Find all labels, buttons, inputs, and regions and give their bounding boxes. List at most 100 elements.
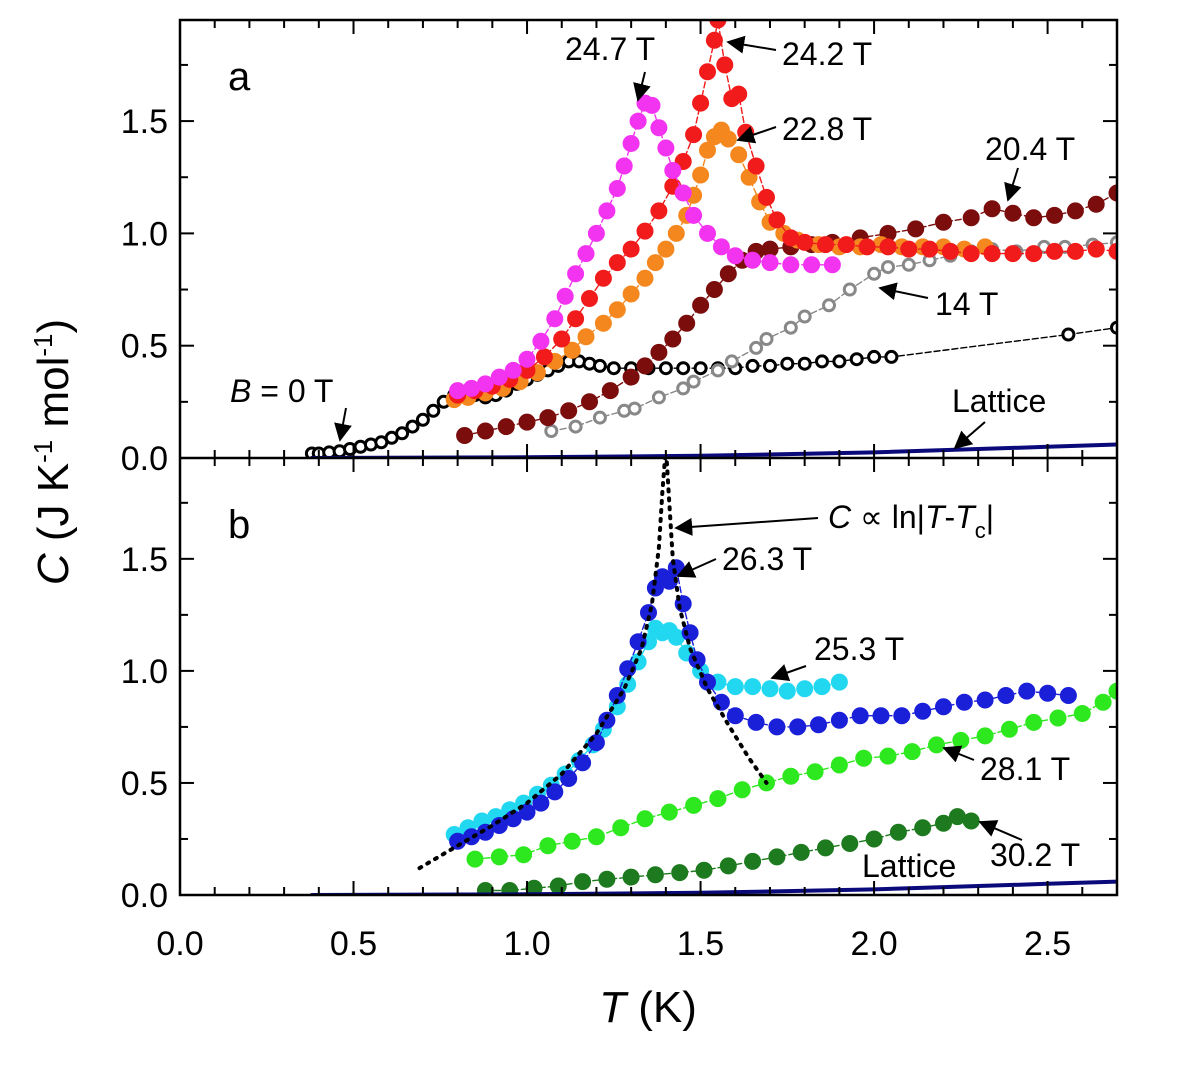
data-point-b-2-0 <box>466 850 484 868</box>
data-point-a-0-32 <box>658 361 673 376</box>
data-point-a-5-28 <box>761 254 779 272</box>
data-point-a-5-12 <box>598 202 616 220</box>
data-point-a-4-9 <box>594 269 612 287</box>
data-point-a-3-22 <box>719 130 737 148</box>
data-point-a-0-43 <box>849 352 864 367</box>
data-point-b-0-26 <box>778 682 796 700</box>
data-point-b-2-4 <box>563 832 581 850</box>
data-point-a-2-29 <box>1025 209 1043 227</box>
data-point-a-5-5 <box>518 350 536 368</box>
data-point-a-4-23 <box>730 85 748 103</box>
annotation-arrow-a-4 <box>878 282 929 301</box>
axes-frame <box>178 18 1119 897</box>
data-point-b-1-36 <box>955 693 973 711</box>
data-point-a-4-13 <box>650 202 668 220</box>
data-point-a-0-47 <box>1110 320 1117 335</box>
data-point-a-5-18 <box>643 96 661 114</box>
data-point-b-2-6 <box>612 819 630 837</box>
data-point-b-3-9 <box>695 861 713 879</box>
data-point-b-1-7 <box>546 783 564 801</box>
data-point-a-2-14 <box>705 281 723 298</box>
series-line-b-4 <box>417 458 769 871</box>
data-point-b-3-10 <box>719 857 737 875</box>
data-point-a-2-32 <box>1087 195 1105 213</box>
data-point-a-5-11 <box>587 224 605 242</box>
annotation-arrow-a-1 <box>726 35 777 54</box>
data-point-a-2-31 <box>1066 202 1084 220</box>
data-point-b-1-41 <box>1059 687 1077 704</box>
annotation-arrow-b-2 <box>770 664 807 682</box>
data-point-b-1-38 <box>997 687 1015 704</box>
data-point-b-3-11 <box>744 852 762 870</box>
data-point-a-2-10 <box>650 343 668 361</box>
series-line-b-5 <box>309 879 1117 895</box>
data-point-a-2-12 <box>678 314 696 332</box>
ytick-label-a-2: 1.0 <box>121 215 168 253</box>
data-point-a-4-7 <box>567 310 585 328</box>
data-point-a-4-44 <box>1108 242 1117 260</box>
data-point-b-2-5 <box>587 828 605 846</box>
annotation-b-3: 28.1 T <box>980 751 1070 787</box>
data-point-a-0-45 <box>884 349 899 364</box>
data-point-b-2-13 <box>782 767 800 785</box>
data-point-b-2-22 <box>1000 720 1018 738</box>
data-point-a-5-30 <box>803 256 821 274</box>
data-point-a-2-2 <box>497 418 515 436</box>
series-line-b-2 <box>474 690 1117 860</box>
data-point-a-2-11 <box>664 330 682 348</box>
data-point-b-3-21 <box>962 812 980 830</box>
data-point-b-1-35 <box>935 698 952 716</box>
annotation-a-4: 14 T <box>935 286 998 322</box>
data-point-a-0-40 <box>797 356 812 371</box>
data-point-b-1-8 <box>560 770 578 787</box>
data-point-a-4-36 <box>941 242 959 260</box>
data-point-a-3-14 <box>657 240 675 258</box>
data-point-b-2-18 <box>903 743 921 761</box>
ytick-label-a-3: 1.5 <box>121 103 168 141</box>
data-point-a-5-27 <box>744 251 762 269</box>
data-point-a-1-18 <box>901 257 916 272</box>
data-point-b-1-10 <box>587 734 605 752</box>
data-point-b-2-10 <box>709 790 727 808</box>
data-point-a-5-2 <box>476 375 494 393</box>
data-point-a-1-6 <box>676 381 691 396</box>
data-point-a-5-6 <box>532 332 550 350</box>
data-point-a-5-31 <box>823 256 841 274</box>
data-point-a-4-33 <box>879 238 897 256</box>
data-point-a-0-44 <box>867 349 882 364</box>
data-point-b-1-37 <box>976 691 994 709</box>
panel-b-series <box>309 458 1117 895</box>
series-line-b-3 <box>484 815 972 892</box>
data-point-a-1-14 <box>822 298 836 313</box>
xtick-label-1: 0.5 <box>330 925 377 963</box>
data-point-a-5-24 <box>699 224 716 242</box>
annotation-a-0: 24.7 T <box>565 31 655 67</box>
xtick-label-5: 2.5 <box>1024 925 1071 963</box>
data-point-a-3-9 <box>594 314 612 332</box>
data-point-a-0-10 <box>405 419 420 434</box>
ytick-label-b-0: 0.0 <box>121 877 168 915</box>
annotation-b-4: 30.2 T <box>990 837 1080 873</box>
data-point-b-3-18 <box>914 819 932 837</box>
data-point-b-3-12 <box>768 848 786 866</box>
data-point-a-4-16 <box>685 126 703 144</box>
annotation-b-5: Lattice <box>862 848 956 884</box>
data-point-a-4-12 <box>636 222 654 240</box>
data-point-a-4-10 <box>608 254 626 272</box>
data-point-b-1-31 <box>851 707 869 725</box>
data-point-a-3-11 <box>622 285 640 303</box>
data-point-b-2-23 <box>1025 713 1043 731</box>
data-point-b-2-25 <box>1073 705 1091 722</box>
data-point-b-1-6 <box>532 794 550 812</box>
data-point-b-3-4 <box>574 873 592 891</box>
data-point-a-2-6 <box>581 393 598 411</box>
data-point-a-4-19 <box>705 31 723 49</box>
data-point-a-5-3 <box>490 368 508 386</box>
data-point-b-3-1 <box>501 882 519 895</box>
annotation-b-0: C ∝ ln|T-Tc| <box>828 499 994 543</box>
data-point-a-1-12 <box>783 320 798 335</box>
data-point-a-5-21 <box>664 162 682 179</box>
data-point-a-1-7 <box>686 374 701 389</box>
data-point-a-3-12 <box>636 269 654 287</box>
